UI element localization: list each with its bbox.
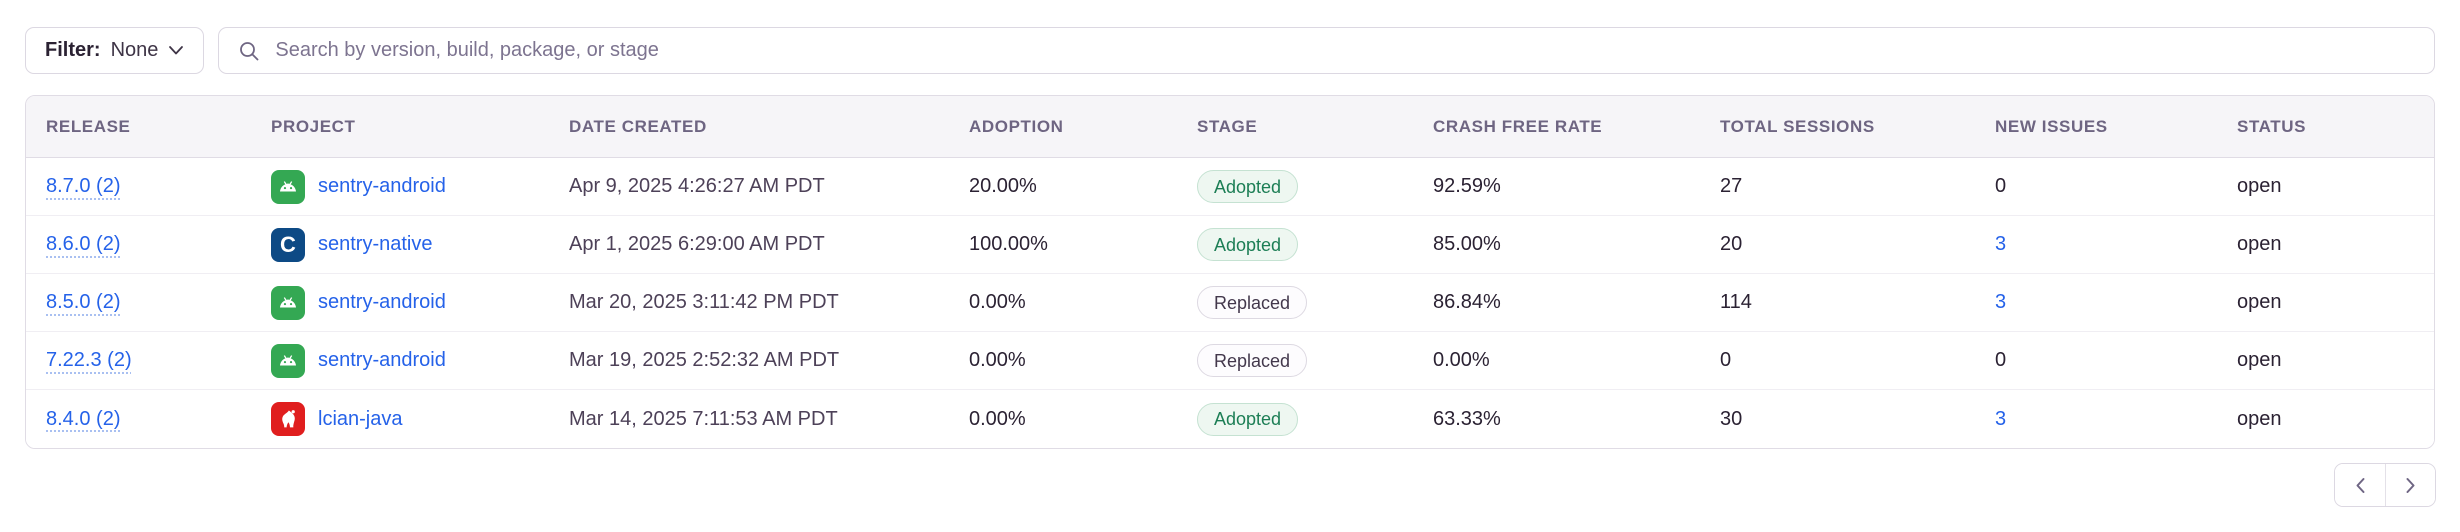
date-created-value: Mar 14, 2025 7:11:53 AM PDT — [569, 407, 838, 430]
release-link[interactable]: 7.22.3 (2) — [46, 349, 132, 371]
stage-badge: Adopted — [1197, 228, 1299, 261]
chevron-right-icon — [2406, 477, 2415, 493]
project-link[interactable]: sentry-android — [318, 349, 446, 371]
date-created-value: Mar 19, 2025 2:52:32 AM PDT — [569, 349, 840, 371]
total-sessions-value: 114 — [1720, 291, 1752, 313]
adoption-value: 0.00% — [969, 349, 1026, 371]
project-link[interactable]: sentry-native — [318, 233, 433, 255]
status-value: open — [2237, 291, 2282, 313]
android-logo-icon: C — [271, 285, 305, 320]
adoption-value: 20.00% — [969, 175, 1037, 197]
search-icon — [240, 41, 259, 60]
column-header-date-created: Date Created — [569, 116, 707, 136]
column-header-new-issues: New Issues — [1995, 116, 2108, 136]
new-issues-value: 0 — [1995, 349, 2007, 371]
java-logo-icon: C — [271, 402, 305, 436]
date-created-value: Apr 1, 2025 6:29:00 AM PDT — [569, 233, 825, 255]
column-header-project: Project — [271, 116, 356, 136]
project-link[interactable]: sentry-android — [318, 291, 446, 313]
filter-value: None — [110, 39, 159, 61]
previous-page-button[interactable] — [2335, 464, 2385, 506]
next-page-button[interactable] — [2385, 464, 2435, 506]
pagination — [2334, 463, 2436, 507]
column-header-adoption: Adoption — [969, 116, 1064, 136]
release-link[interactable]: 8.4.0 (2) — [46, 407, 121, 430]
table-row: 8.5.0 (2) C sentry-android Mar 20, 2025 … — [26, 274, 2434, 332]
column-header-status: Status — [2237, 116, 2307, 136]
table-row: 8.4.0 (2) C lcian-java Mar 14, 2025 7:11… — [26, 390, 2434, 448]
column-header-release: Release — [46, 116, 131, 136]
new-issues-value[interactable]: 3 — [1995, 291, 2007, 313]
status-value: open — [2237, 349, 2282, 371]
table-row: 7.22.3 (2) C sentry-android Mar 19, 2025… — [26, 332, 2434, 390]
total-sessions-value: 30 — [1720, 407, 1743, 430]
column-header-crash-free-rate: Crash Free Rate — [1433, 116, 1603, 136]
release-link[interactable]: 8.6.0 (2) — [46, 233, 121, 255]
total-sessions-value: 27 — [1720, 175, 1743, 197]
date-created-value: Apr 9, 2025 4:26:27 AM PDT — [569, 175, 825, 197]
toolbar: Filter: None — [25, 27, 2435, 74]
new-issues-value: 0 — [1995, 175, 2007, 197]
c-logo-icon: C — [271, 227, 305, 262]
android-logo-icon: C — [271, 343, 305, 378]
android-logo-icon: C — [271, 169, 305, 204]
date-created-value: Mar 20, 2025 3:11:42 PM PDT — [569, 291, 839, 313]
adoption-value: 100.00% — [969, 233, 1048, 255]
total-sessions-value: 20 — [1720, 233, 1743, 255]
stage-badge: Replaced — [1197, 344, 1308, 377]
adoption-value: 0.00% — [969, 291, 1026, 313]
releases-table: Release Project Date Created Adoption St… — [25, 95, 2435, 449]
crash-free-rate-value: 63.33% — [1433, 407, 1501, 430]
release-link[interactable]: 8.5.0 (2) — [46, 291, 121, 313]
stage-badge: Adopted — [1197, 402, 1299, 436]
stage-badge: Adopted — [1197, 170, 1299, 203]
column-header-stage: Stage — [1197, 116, 1258, 136]
status-value: open — [2237, 175, 2282, 197]
column-header-total-sessions: Total Sessions — [1720, 116, 1875, 136]
crash-free-rate-value: 0.00% — [1433, 349, 1490, 371]
total-sessions-value: 0 — [1720, 349, 1732, 371]
project-link[interactable]: lcian-java — [318, 407, 403, 430]
chevron-left-icon — [2356, 477, 2364, 493]
status-value: open — [2237, 407, 2282, 430]
search-box — [218, 27, 2435, 74]
table-header-row: Release Project Date Created Adoption St… — [26, 96, 2434, 158]
filter-label: Filter: — [45, 39, 101, 61]
crash-free-rate-value: 85.00% — [1433, 233, 1501, 255]
new-issues-value[interactable]: 3 — [1995, 407, 2007, 430]
crash-free-rate-value: 86.84% — [1433, 291, 1501, 313]
adoption-value: 0.00% — [969, 407, 1026, 430]
stage-badge: Replaced — [1197, 286, 1308, 319]
chevron-down-icon — [169, 46, 184, 55]
release-link[interactable]: 8.7.0 (2) — [46, 175, 121, 197]
status-value: open — [2237, 233, 2282, 255]
filter-dropdown[interactable]: Filter: None — [25, 27, 205, 74]
search-input[interactable] — [273, 38, 2415, 63]
project-link[interactable]: sentry-android — [318, 175, 446, 197]
crash-free-rate-value: 92.59% — [1433, 175, 1501, 197]
table-row: 8.7.0 (2) C sentry-android Apr 9, 2025 4… — [26, 158, 2434, 216]
new-issues-value[interactable]: 3 — [1995, 233, 2007, 255]
table-row: 8.6.0 (2) C sentry-native Apr 1, 2025 6:… — [26, 216, 2434, 274]
